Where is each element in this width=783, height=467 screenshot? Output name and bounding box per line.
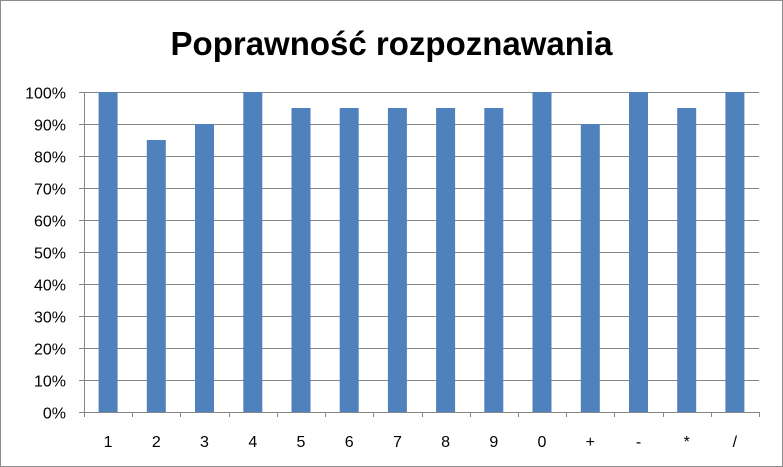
bar (195, 124, 214, 412)
x-tick-label: - (636, 434, 641, 451)
y-tick-label: 100% (25, 86, 66, 103)
x-tick-label: * (684, 434, 690, 451)
bar (436, 108, 456, 412)
bar (339, 108, 359, 412)
x-tick-label: 7 (393, 434, 402, 451)
x-tick-label: + (586, 434, 595, 451)
x-tick-label: 6 (345, 434, 354, 451)
bar (98, 92, 118, 412)
x-tick-label: 9 (489, 434, 498, 451)
x-tick-label: / (733, 434, 738, 451)
x-tick-label: 0 (538, 434, 547, 451)
bar (677, 108, 697, 412)
y-tick-label: 0% (43, 406, 66, 423)
gridlines (84, 92, 759, 381)
x-tick-label: 1 (104, 434, 113, 451)
chart-title: Poprawność rozpoznawania (170, 25, 613, 62)
y-tick-label: 60% (34, 214, 66, 231)
bar (629, 92, 648, 412)
y-tick-label: 80% (34, 150, 66, 167)
bars (98, 92, 745, 412)
bar (725, 92, 745, 412)
y-tick-label: 30% (34, 310, 66, 327)
x-tick-label: 2 (152, 434, 161, 451)
x-tick-label: 8 (441, 434, 450, 451)
y-tick-label: 70% (34, 182, 66, 199)
bar (146, 140, 166, 412)
x-tick-label: 3 (200, 434, 209, 451)
bar (243, 92, 263, 412)
y-tick-label: 10% (34, 374, 66, 391)
x-tick-labels: 1 2 3 4 5 6 7 8 9 0 + - * / (104, 434, 738, 451)
axes (79, 92, 760, 417)
x-tick-label: 5 (297, 434, 306, 451)
bar (387, 108, 407, 412)
bar (484, 108, 504, 412)
bar (532, 92, 552, 412)
bar (291, 108, 311, 412)
x-tick-label: 4 (248, 434, 257, 451)
bar (580, 124, 600, 412)
y-tick-label: 90% (34, 118, 66, 135)
y-tick-label: 40% (34, 278, 66, 295)
y-tick-label: 50% (34, 246, 66, 263)
y-tick-labels: 0% 10% 20% 30% 40% 50% 60% 70% 80% 90% 100% (25, 86, 66, 423)
y-tick-label: 20% (34, 342, 66, 359)
